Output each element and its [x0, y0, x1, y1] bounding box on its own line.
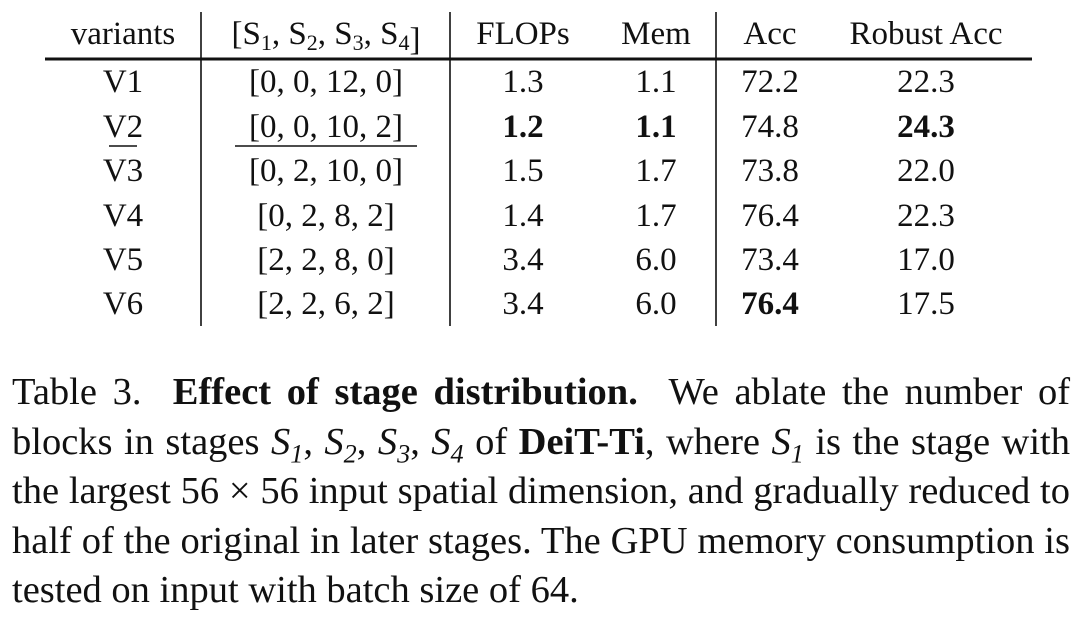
caption-label: Table 3. [12, 371, 142, 413]
cell-variants: V4 [103, 198, 143, 234]
cell-accuracy: 72.2 [741, 64, 799, 100]
stage-symbol-index: 1 [790, 439, 804, 469]
cell-accuracy: 76.4 [741, 286, 799, 322]
cell-memory: 6.0 [635, 286, 676, 322]
cell-stages: [2, 2, 8, 0] [257, 242, 394, 278]
cell-variants: V5 [103, 242, 143, 278]
cell-accuracy: 74.8 [741, 109, 799, 145]
caption-text: We ablate the number of blocks in stages [12, 371, 1071, 463]
stage-symbol-letter: S [270, 420, 291, 463]
cell-flops: 3.4 [502, 242, 543, 278]
caption-text: is the stage with the largest 56 × 56 in… [12, 420, 1070, 612]
cell-robust-accuracy: 22.3 [897, 64, 955, 100]
cell-flops: 3.4 [502, 286, 543, 322]
cell-robust-accuracy: 22.3 [897, 198, 955, 234]
cell-stages: [0, 2, 10, 0] [249, 153, 403, 189]
cell-accuracy: 76.4 [741, 198, 799, 234]
cell-robust-accuracy: 24.3 [897, 109, 955, 145]
cell-variants: V2 [103, 109, 143, 145]
stage-symbol-letter: S [377, 420, 398, 463]
table-row: V1 [0, 0, 12, 0] 1.3 1.1 72.2 22.3 [103, 64, 955, 100]
cell-flops: 1.2 [502, 109, 543, 145]
stage-symbol-s2: S2 [324, 420, 356, 467]
header-accuracy: Acc [743, 16, 796, 52]
table-row: V2 [0, 0, 10, 2] 1.2 1.1 74.8 24.3 [103, 109, 955, 147]
table-row: V4 [0, 2, 8, 2] 1.4 1.7 76.4 22.3 [103, 198, 955, 234]
table-row: V5 [2, 2, 8, 0] 3.4 6.0 73.4 17.0 [103, 242, 955, 278]
stage-symbol-index: 2 [343, 439, 357, 469]
cell-flops: 1.3 [502, 64, 543, 100]
cell-variants: V1 [103, 64, 143, 100]
cell-robust-accuracy: 22.0 [897, 153, 955, 189]
cell-variants: V3 [103, 153, 143, 189]
cell-memory: 6.0 [635, 242, 676, 278]
table-body: V1 [0, 0, 12, 0] 1.3 1.1 72.2 22.3 V2 [0, 0, 10… [103, 64, 955, 322]
stage-symbol-s1: S1 [270, 420, 303, 467]
header-variants: variants [71, 16, 175, 52]
cell-memory: 1.1 [635, 64, 676, 100]
cell-robust-accuracy: 17.0 [897, 242, 955, 278]
cell-memory: 1.1 [635, 109, 676, 145]
stage-symbol-letter: S [324, 420, 344, 463]
header-memory: Mem [621, 16, 691, 52]
caption-text: of [475, 420, 508, 463]
cell-stages: [2, 2, 6, 2] [257, 286, 394, 322]
cell-memory: 1.7 [635, 153, 676, 189]
stage-symbol-letter: S [771, 420, 791, 463]
cell-stages: [0, 0, 10, 2] [249, 109, 403, 145]
header-robust-accuracy: Robust Acc [849, 16, 1002, 52]
table-caption: Table 3. Effect of stage distribution. W… [12, 371, 1071, 612]
header-stages: [S1, S2, S3, S4] [232, 16, 421, 58]
stage-symbol-index: 4 [450, 439, 464, 469]
model-name: DeiT-Ti [518, 420, 645, 463]
cell-stages: [0, 0, 12, 0] [249, 64, 403, 100]
stage-symbol-letter: S [431, 420, 451, 463]
cell-accuracy: 73.8 [741, 153, 799, 189]
stage-symbol-index: 1 [290, 439, 304, 469]
stage-symbol-s3: S3 [377, 420, 410, 467]
table-row: V3 [0, 2, 10, 0] 1.5 1.7 73.8 22.0 [103, 153, 955, 189]
cell-accuracy: 73.4 [741, 242, 799, 278]
caption-title: Effect of stage distribution. [172, 371, 638, 413]
stage-ref-s1: S1 [771, 420, 804, 467]
cell-robust-accuracy: 17.5 [897, 286, 955, 322]
table-header: variants [S1, S2, S3, S4] FLOPs Mem Acc Robus… [71, 16, 1003, 58]
cell-flops: 1.4 [502, 198, 543, 234]
cell-variants: V6 [103, 286, 143, 322]
header-flops: FLOPs [476, 16, 570, 52]
table-row: V6 [2, 2, 6, 2] 3.4 6.0 76.4 17.5 [103, 286, 955, 322]
stage-symbol-s4: S4 [431, 420, 463, 467]
cell-flops: 1.5 [502, 153, 543, 189]
cell-stages: [0, 2, 8, 2] [257, 198, 394, 234]
cell-memory: 1.7 [635, 198, 676, 234]
caption-text: , where [644, 420, 761, 463]
stage-symbol-index: 3 [397, 439, 411, 469]
